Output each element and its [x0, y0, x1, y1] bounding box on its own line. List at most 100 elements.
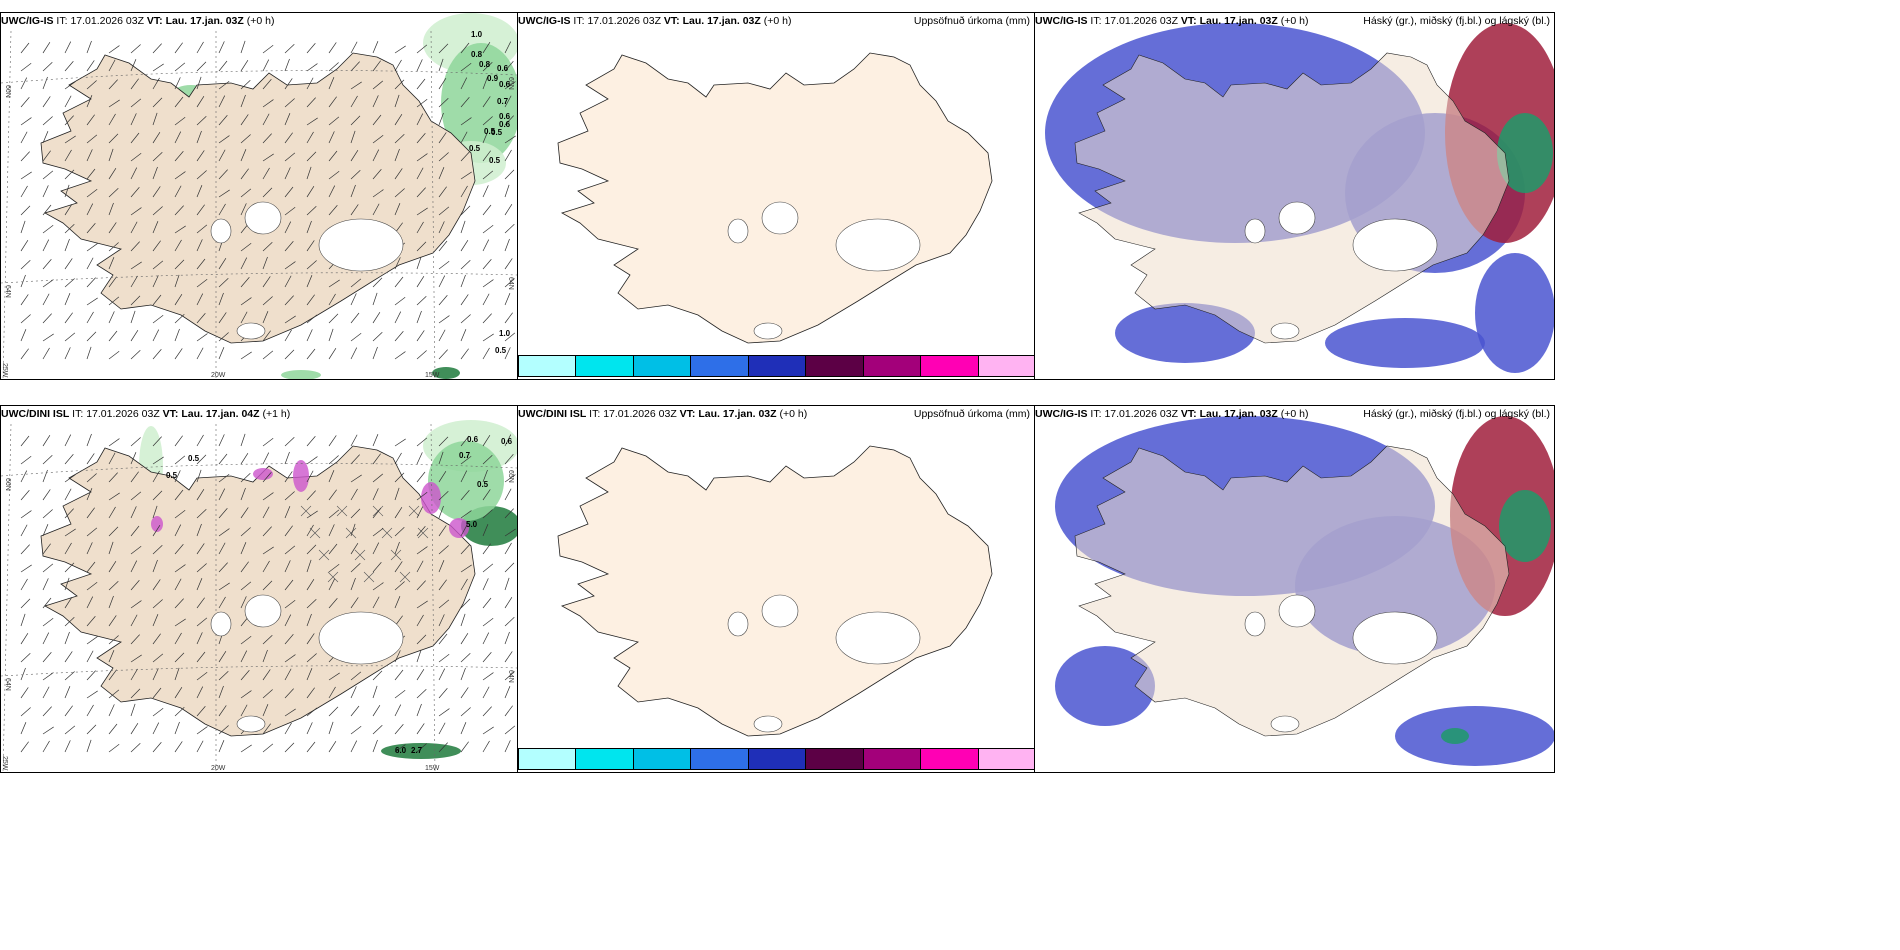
wind-barb	[20, 62, 32, 72]
wind-barb	[20, 687, 29, 699]
precip-value-label: 0.5	[188, 454, 200, 463]
wind-barb	[394, 148, 400, 162]
wind-barb	[394, 296, 406, 306]
precip-accum-panel-dini: UWC/DINI ISL IT: 17.01.2026 03Z VT: Lau.…	[517, 405, 1035, 773]
wind-barb	[482, 578, 489, 591]
wind-barb	[504, 332, 516, 342]
wind-barb	[416, 330, 425, 342]
wind-barb	[284, 654, 296, 663]
colorbar-swatch	[978, 749, 1034, 769]
wind-barb	[108, 615, 117, 627]
colorbar-swatch	[921, 356, 979, 376]
wind-barb	[372, 189, 384, 198]
wind-barb	[350, 671, 362, 681]
wind-barb	[350, 740, 358, 753]
wind-barb	[460, 613, 466, 627]
wind-barb	[174, 274, 180, 288]
wind-barb	[86, 561, 96, 573]
longitude-line	[430, 30, 436, 379]
wind-barb	[218, 434, 225, 447]
cloud-area	[1395, 706, 1554, 766]
wind-barb	[130, 437, 141, 447]
wind-barb	[482, 150, 491, 162]
wind-barb	[438, 275, 446, 288]
wind-barb	[438, 708, 450, 717]
wind-barb	[218, 95, 226, 108]
wind-barb	[416, 634, 427, 645]
wind-barb	[108, 242, 119, 252]
wind-barb	[174, 470, 181, 483]
wind-barb	[504, 41, 512, 54]
wind-barb	[350, 184, 356, 198]
wind-barb	[262, 79, 272, 90]
wind-barb	[284, 43, 295, 54]
wind-barb	[108, 635, 119, 645]
wind-barb	[108, 168, 117, 180]
wind-barb	[284, 349, 295, 360]
iceland-landmass	[40, 52, 476, 344]
wind-barb	[196, 454, 207, 465]
wind-barb	[372, 596, 380, 609]
wind-barb	[482, 185, 489, 198]
wind-barb	[372, 312, 381, 324]
snow-area	[449, 518, 469, 538]
wind-barb	[306, 131, 314, 144]
wind-barb	[20, 470, 28, 483]
wind-barb	[372, 114, 382, 126]
wind-barb	[328, 489, 337, 501]
wind-barb	[416, 743, 427, 753]
wind-barb	[20, 348, 29, 360]
wind-barb	[86, 223, 96, 234]
wind-barb	[416, 276, 425, 288]
wind-barb	[196, 347, 204, 360]
wind-barb	[482, 706, 492, 717]
wind-barb	[108, 296, 120, 306]
colorbar-tick-label: 100	[798, 771, 812, 772]
wind-barb	[108, 704, 115, 717]
wind-barb	[372, 277, 383, 288]
glacier-shape	[1352, 611, 1438, 665]
wind-barb	[328, 116, 340, 126]
wind-barb	[108, 452, 116, 465]
wind-barb	[394, 59, 402, 72]
precip-value-label: 0.8	[471, 50, 483, 59]
wind-barb	[328, 563, 340, 573]
wind-barb	[108, 506, 116, 519]
wind-barb	[262, 276, 271, 288]
wind-barb	[64, 474, 76, 483]
wind-barb	[372, 705, 381, 717]
wind-barb	[262, 506, 270, 519]
wind-barb	[306, 598, 317, 609]
wind-barb	[394, 561, 403, 573]
cloud-area	[1325, 318, 1485, 368]
wind-barb	[394, 650, 401, 663]
precip-value-label: 0.6	[499, 120, 511, 129]
wind-barb	[196, 671, 208, 681]
wind-barb	[152, 653, 164, 663]
wind-barb	[438, 560, 445, 573]
wind-barb	[20, 490, 30, 501]
precip-value-label: 5.0	[466, 520, 478, 529]
wind-barb	[218, 453, 228, 465]
wind-barb	[262, 472, 272, 483]
precip-value-label: 0.8	[479, 60, 491, 69]
wind-barb	[460, 544, 470, 555]
wind-barb	[306, 77, 314, 90]
wind-barb	[130, 132, 140, 144]
wind-barb	[504, 115, 514, 126]
wind-barb	[196, 651, 206, 663]
wind-barb	[394, 744, 406, 753]
wind-barb	[372, 80, 384, 90]
wind-barb	[42, 469, 48, 483]
wind-barb	[174, 652, 185, 663]
wind-barb	[64, 705, 73, 717]
glacier-shape	[236, 322, 266, 340]
wind-barb	[504, 740, 511, 753]
wind-barb	[306, 260, 317, 270]
wind-barb	[504, 671, 515, 681]
hatch-mark	[372, 505, 384, 517]
wind-barb	[130, 560, 138, 573]
wind-barb	[174, 348, 183, 360]
latitude-line	[1, 463, 517, 477]
wind-barb	[20, 329, 27, 342]
